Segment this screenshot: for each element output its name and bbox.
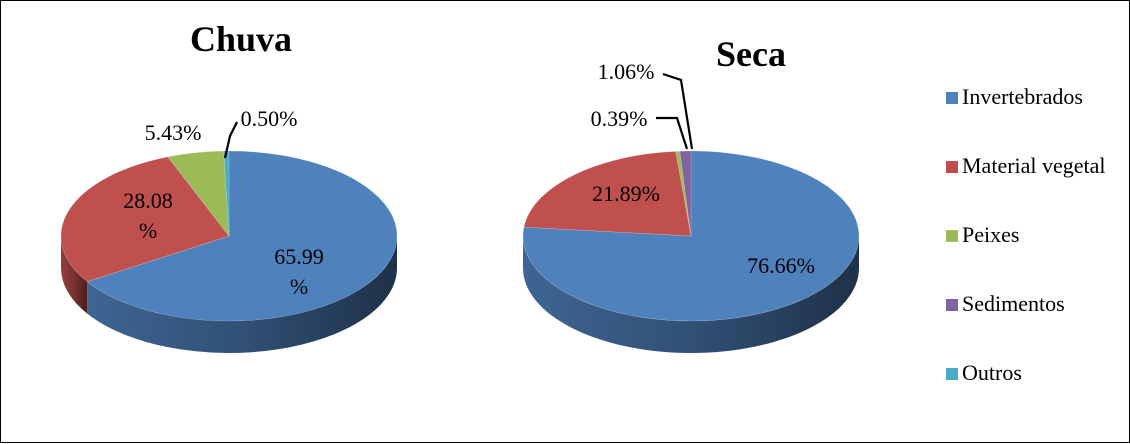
pie-slice-invertebrados: [86, 150, 398, 322]
pie-side-material-vegetal: [61, 236, 88, 314]
legend-swatch-peixes: [946, 230, 958, 242]
legend-item-outros: Outros: [946, 360, 1022, 385]
legend-item-material-vegetal: Material vegetal: [946, 153, 1106, 178]
legend-swatch-outros: [946, 368, 958, 380]
legend-item-sedimentos: Sedimentos: [946, 291, 1065, 316]
data-label-material-vegetal: 28.08%: [123, 188, 173, 243]
pie-slice-material-vegetal: [523, 151, 692, 237]
leader-line-peixes: [656, 116, 689, 150]
legend-swatch-invertebrados: [946, 92, 958, 104]
data-label-material-vegetal: 21.89%: [592, 181, 660, 206]
legend-label-invertebrados: Invertebrados: [962, 84, 1083, 109]
pie-slice-peixes: [675, 150, 692, 237]
legend-item-invertebrados: Invertebrados: [946, 84, 1083, 109]
data-label-outros: 0.50%: [241, 106, 298, 131]
legend-swatch-sedimentos: [946, 299, 958, 311]
data-label-peixes: 0.39%: [591, 106, 648, 131]
legend-label-material-vegetal: Material vegetal: [962, 153, 1106, 178]
chart-title-chuva: Chuva: [190, 19, 292, 59]
pie-slice-peixes: [167, 150, 230, 237]
pie-slice-sedimentos: [679, 150, 692, 237]
legend-item-peixes: Peixes: [946, 222, 1019, 247]
pie-slice-material-vegetal: [60, 156, 230, 282]
pie-side-invertebrados: [87, 236, 397, 353]
data-label-peixes: 5.43%: [145, 120, 202, 145]
leader-line-outros: [223, 121, 238, 159]
pie-chart-chuva: 65.99 % 28.08 % 5.43% 0.50% Chuva: [60, 19, 398, 353]
pie-chart-seca: 76.66% 21.89% 0.39% 1.06% Seca: [522, 34, 860, 353]
legend-label-outros: Outros: [962, 360, 1022, 385]
legend-label-sedimentos: Sedimentos: [962, 291, 1065, 316]
pie-side-invertebrados: [523, 236, 859, 353]
chart-title-seca: Seca: [716, 34, 786, 74]
legend: Invertebrados Material vegetal Peixes Sedim…: [946, 84, 1106, 385]
pie-slice-invertebrados: [522, 150, 860, 322]
legend-label-peixes: Peixes: [962, 222, 1019, 247]
legend-swatch-material-vegetal: [946, 161, 958, 173]
leader-line-sedimentos: [662, 72, 694, 150]
data-label-sedimentos: 1.06%: [598, 59, 655, 84]
data-label-invertebrados: 76.66%: [747, 253, 815, 278]
data-label-invertebrados: 65.99%: [274, 244, 324, 299]
